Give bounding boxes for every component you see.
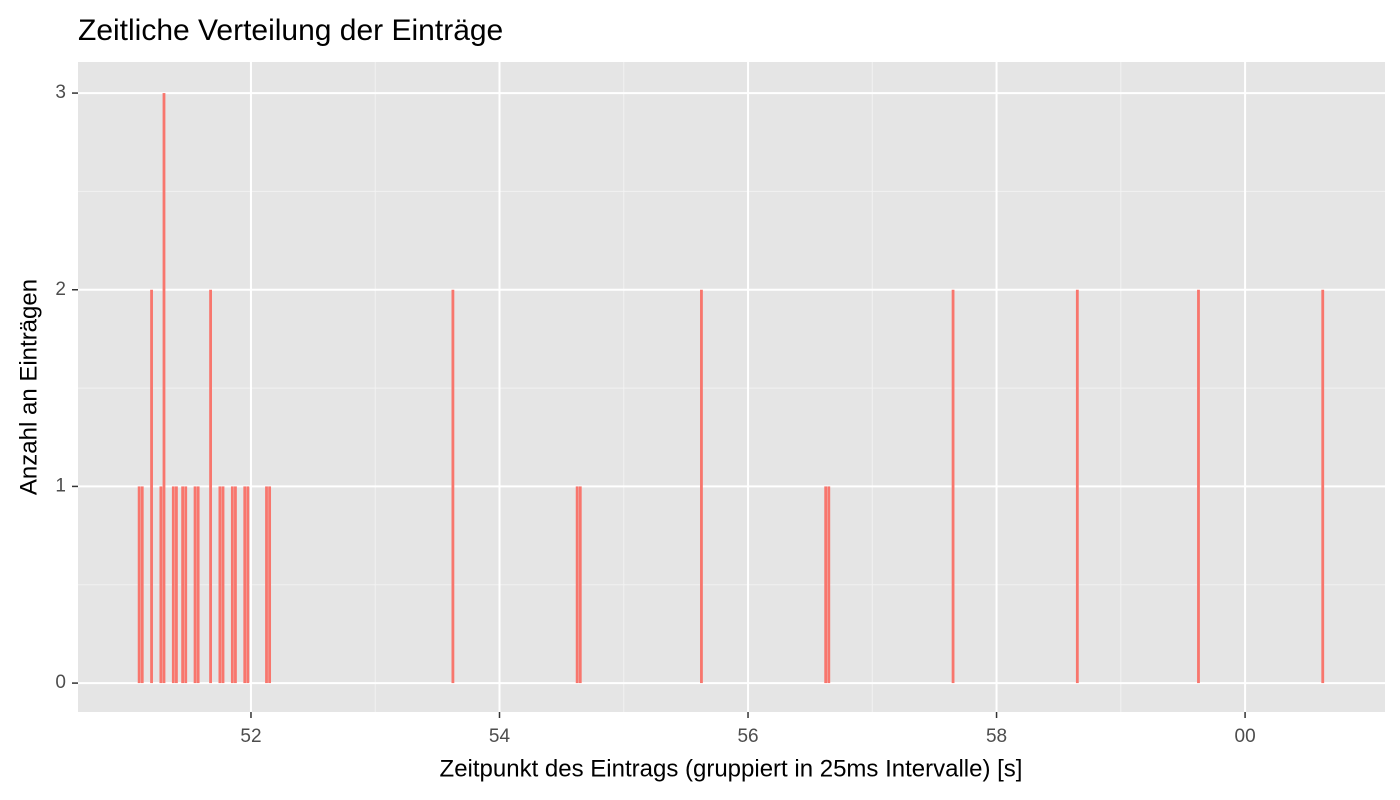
x-tick-label: 52 — [240, 726, 261, 747]
x-tick-label: 58 — [986, 726, 1007, 747]
bar — [175, 486, 178, 684]
bar — [171, 486, 175, 684]
bar — [196, 486, 200, 684]
y-axis-label: Anzahl an Einträgen — [15, 279, 42, 495]
bar — [137, 486, 141, 684]
bar — [218, 486, 222, 684]
x-tick-label: 00 — [1235, 726, 1256, 747]
x-axis-label: Zeitpunkt des Eintrags (gruppiert in 25m… — [440, 755, 1023, 782]
y-tick-label: 3 — [55, 82, 66, 103]
y-tick-label: 2 — [55, 279, 66, 300]
bar — [1075, 289, 1079, 684]
x-tick-label: 56 — [737, 726, 758, 747]
bar — [193, 486, 197, 684]
bar — [451, 289, 455, 684]
bar — [234, 486, 237, 684]
bar — [265, 486, 268, 684]
bar — [243, 486, 247, 684]
bar — [246, 486, 250, 684]
bar — [827, 486, 831, 684]
bar — [159, 486, 163, 684]
bar — [221, 486, 225, 684]
bar — [1321, 289, 1325, 684]
bar — [700, 289, 703, 684]
plot-panel — [78, 62, 1385, 712]
y-tick-label: 0 — [55, 672, 66, 693]
bar — [951, 289, 955, 684]
bar — [150, 289, 153, 684]
bar — [230, 486, 234, 684]
bar — [209, 289, 212, 684]
bar — [181, 486, 185, 684]
bar — [140, 486, 144, 684]
bar — [1197, 289, 1200, 684]
bar — [578, 486, 582, 684]
y-tick-label: 1 — [55, 475, 66, 496]
bar — [824, 486, 828, 684]
bar — [268, 486, 272, 684]
bar — [162, 93, 166, 684]
x-tick-label: 54 — [489, 726, 511, 747]
bar — [575, 486, 579, 684]
chart-title: Zeitliche Verteilung der Einträge — [78, 14, 503, 47]
bar — [184, 486, 188, 684]
